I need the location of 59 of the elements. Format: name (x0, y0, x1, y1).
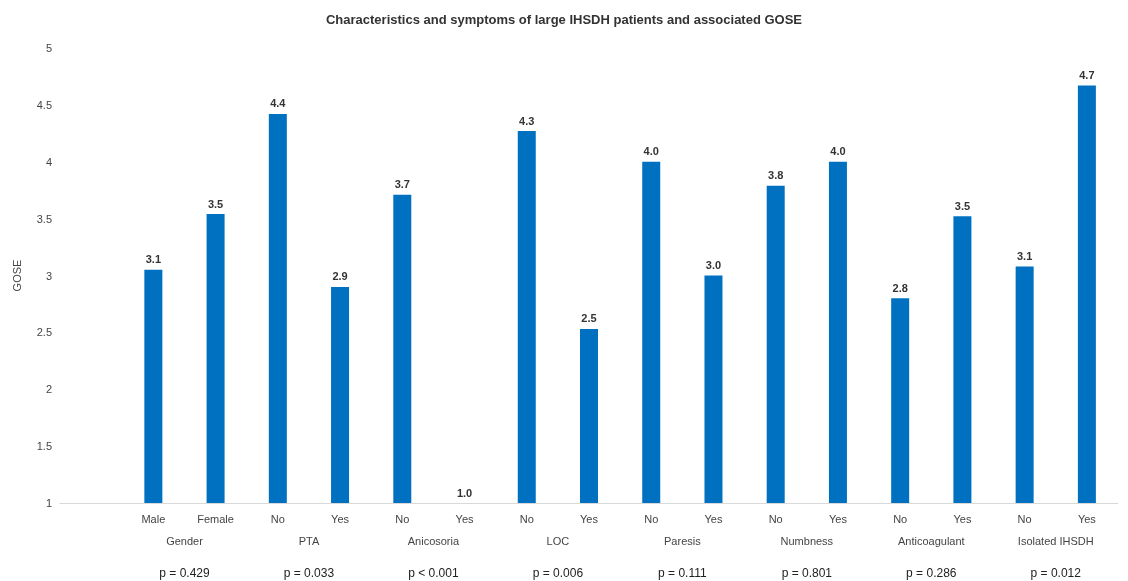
text: p = 0.111 (658, 566, 707, 580)
x-tick-label: No (1017, 512, 1032, 525)
data-label: 3.1 (145, 253, 161, 266)
x-tick-label: Female (197, 512, 234, 525)
x-tick-label: Yes (1077, 512, 1097, 525)
data-label: 2.8 (892, 281, 908, 294)
data-label: 3.0 (705, 259, 722, 271)
y-tick-label: 5 (45, 42, 52, 54)
y-tick-label: 4 (45, 155, 52, 168)
data-label: 3.5 (954, 199, 971, 212)
text: Numbness (780, 535, 834, 547)
x-tick-label: No (893, 512, 908, 525)
text: p = 0.801 (781, 566, 833, 580)
text: p = 0.012 (1030, 566, 1082, 580)
data-label: 4.0 (643, 145, 659, 158)
chart-title: Characteristics and symptoms of large IHSDH patients and associated GOSE (325, 12, 803, 27)
y-tick-label: 1 (45, 497, 52, 509)
x-tick-label: No (519, 512, 534, 525)
data-label: 2.9 (332, 270, 348, 283)
y-tick-label: 2.5 (36, 326, 52, 339)
x-tick-label: Yes (704, 512, 723, 525)
x-tick-label: No (644, 512, 659, 525)
y-tick-label: 4.5 (36, 98, 52, 111)
y-axis-title: GOSE (10, 259, 23, 292)
x-tick-label: Yes (580, 512, 599, 525)
data-label: 4.7 (1079, 69, 1095, 82)
x-tick-label: Yes (828, 512, 848, 525)
text: p = 0.286 (906, 566, 957, 580)
data-label: 3.5 (207, 197, 224, 210)
y-tick-label: 1.5 (36, 440, 52, 453)
data-label: 4.4 (270, 97, 287, 110)
data-label: 2.5 (581, 312, 597, 325)
text: p = 0.006 (532, 566, 584, 580)
y-tick-label: 3.5 (36, 212, 52, 225)
data-label: 4.0 (830, 145, 846, 158)
y-tick-label: 2 (45, 383, 52, 396)
x-tick-label: Yes (455, 512, 474, 525)
y-tick-label: 3 (45, 269, 52, 282)
data-label: 1.0 (456, 486, 473, 499)
data-label: 3.8 (768, 169, 784, 182)
text: p = 0.033 (283, 566, 335, 580)
x-tick-label: Male (141, 512, 166, 525)
data-label: 3.1 (1017, 249, 1033, 262)
text: LOC (546, 535, 570, 547)
data-label: 4.3 (519, 114, 535, 127)
text: Anticoagulant (897, 535, 965, 547)
text: p < 0.001 (408, 566, 459, 580)
data-label: 3.7 (394, 178, 410, 191)
x-tick-label: No (270, 512, 285, 525)
text: Paresis (664, 535, 702, 547)
text: Isolated IHSDH (1017, 535, 1094, 547)
x-tick-label: No (768, 512, 783, 525)
text: Gender (166, 535, 204, 547)
x-tick-label: No (395, 512, 410, 525)
x-tick-label: Yes (331, 512, 350, 525)
text: Anicosoria (407, 535, 460, 547)
text: PTA (298, 535, 320, 547)
x-tick-label: Yes (953, 512, 972, 525)
text: p = 0.429 (159, 566, 210, 580)
